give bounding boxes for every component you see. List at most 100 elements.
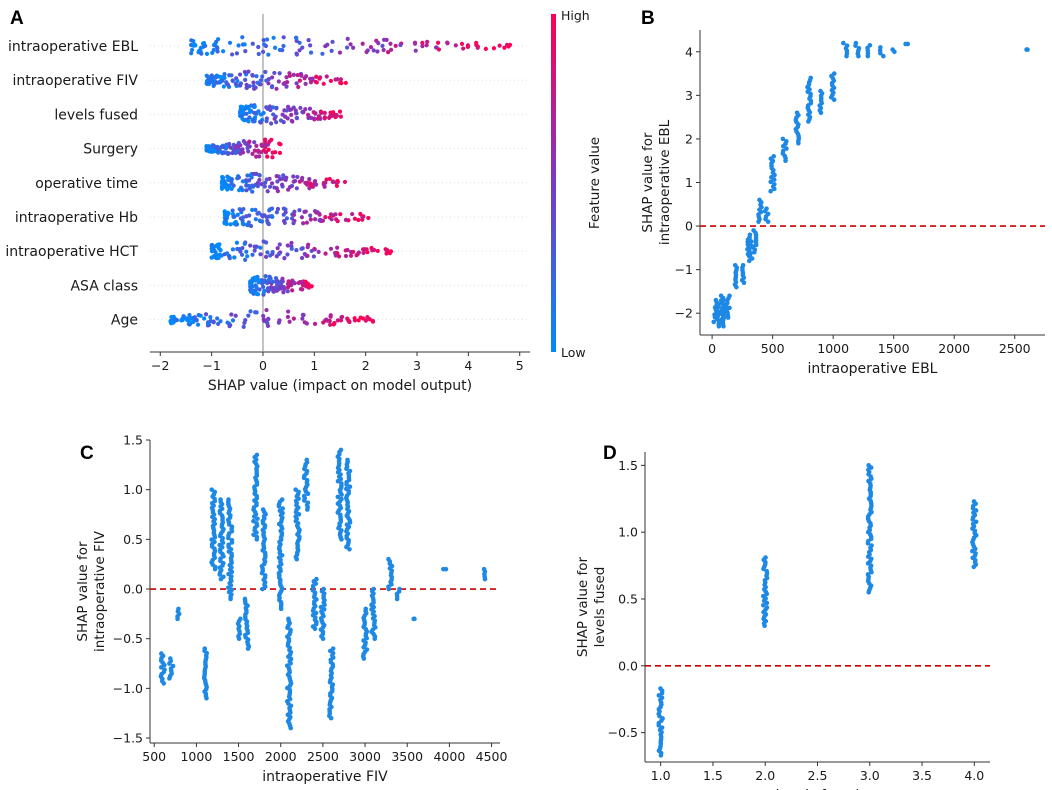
panel-b-point (841, 40, 846, 46)
panel-a-point (304, 74, 309, 79)
panel-b-x-tick-label: 2500 (999, 341, 1031, 356)
panel-a-point (290, 119, 295, 124)
panel-a-point (240, 35, 245, 40)
panel-c-point (284, 663, 290, 668)
panel-a-point (324, 74, 329, 79)
panel-a-point (346, 318, 351, 324)
panel-a-point (294, 248, 299, 253)
panel-c-point (293, 514, 299, 519)
panel-a-point (253, 85, 258, 90)
panel-c-y-tick-label: 1.0 (123, 482, 143, 497)
panel-a-point (263, 254, 269, 260)
panel-a-point (303, 180, 308, 186)
panel-a-point (263, 137, 268, 142)
panel-c-point (229, 587, 235, 593)
panel-a-point (338, 114, 343, 119)
panel-a-point (262, 184, 267, 189)
panel-a-feature-label: intraoperative FIV (13, 73, 139, 89)
panel-a-point (309, 248, 314, 254)
panel-d-point (973, 551, 978, 556)
panel-a-point (230, 150, 235, 156)
panel-d-y-tick-label: 1.5 (618, 458, 638, 473)
panel-b-point (740, 262, 746, 268)
panel-d-y-label-line1: SHAP value for (575, 556, 591, 657)
panel-a-point (291, 174, 296, 179)
panel-a-point (261, 284, 266, 290)
panel-a-point (243, 257, 248, 262)
panel-a-point (252, 104, 257, 109)
panel-a-point (352, 216, 358, 221)
panel-b-point (768, 188, 773, 194)
panel-a-point (198, 45, 204, 51)
panel-a-beeswarm: −2 −1 0 1 2 3 4 5 SHAP value (impact on model ou… (5, 8, 603, 394)
panel-c-point (209, 537, 214, 542)
panel-a-letter: A (10, 8, 24, 29)
panel-a-point (261, 38, 266, 43)
panel-a-point (301, 221, 306, 226)
panel-a-point (289, 112, 294, 117)
panel-b-point (768, 179, 774, 185)
panel-a-point (281, 284, 286, 290)
panel-a-point (328, 314, 333, 319)
panel-a-point (244, 85, 249, 90)
panel-a-point (308, 50, 314, 55)
panel-d-x-label: levels fused (776, 788, 860, 790)
panel-a-point (230, 247, 235, 252)
panel-a-point (227, 151, 232, 156)
panel-a-point (316, 249, 321, 254)
panel-a-point (238, 83, 243, 88)
panel-b-y-label-line1: SHAP value for (640, 132, 656, 233)
panel-a-point (435, 40, 441, 45)
panel-d-point (865, 572, 871, 577)
panel-a-point (420, 40, 425, 45)
panel-d-point (764, 568, 770, 574)
panel-a-point (317, 76, 322, 81)
panel-b-x-tick-label: 1500 (878, 341, 910, 356)
panel-a-point (436, 47, 442, 52)
panel-b-x-tick-label: 500 (761, 341, 785, 356)
panel-b-point (771, 154, 777, 159)
panel-a-point (313, 217, 318, 222)
panel-a-point (248, 287, 253, 293)
panel-a-point (239, 252, 245, 257)
panel-a-point (285, 243, 290, 248)
panel-a-point (285, 104, 291, 109)
panel-a-point (246, 149, 251, 154)
panel-a-point (323, 180, 328, 185)
panel-b-point (818, 88, 823, 94)
panel-a-point (296, 280, 301, 285)
panel-a-point (224, 144, 229, 149)
panel-a-point (291, 72, 296, 77)
panel-a-point (201, 41, 207, 46)
panel-a-point (356, 217, 361, 223)
panel-a-point (244, 142, 249, 147)
panel-c-x-tick-label: 500 (142, 749, 166, 764)
panel-a-point (285, 80, 290, 85)
panel-a-point (284, 108, 289, 113)
panel-a-point (229, 186, 234, 191)
panel-c-point (321, 607, 327, 612)
panel-a-point (295, 73, 300, 78)
panel-d-y-tick-label: 0.0 (618, 658, 638, 673)
panel-a-point (258, 252, 263, 257)
panel-a-point (223, 217, 228, 222)
panel-a-point (491, 46, 497, 51)
panel-a-point (250, 151, 255, 156)
panel-a-point (203, 312, 209, 317)
panel-c-point (397, 586, 402, 592)
panel-a-point (338, 212, 343, 217)
panel-c-point (286, 616, 291, 622)
panel-a-point (225, 82, 230, 87)
panel-a-point (250, 41, 255, 46)
panel-a-point (212, 148, 217, 153)
panel-a-point (330, 179, 335, 185)
panel-a-point (229, 312, 234, 317)
panel-c-point (339, 481, 344, 486)
panel-c-point (345, 457, 350, 463)
panel-a-point (233, 313, 238, 318)
panel-a-point (322, 184, 327, 189)
panel-b-point (1025, 47, 1030, 52)
panel-c-point (218, 497, 223, 502)
panel-a-point (420, 44, 425, 49)
panel-a-point (242, 241, 247, 247)
